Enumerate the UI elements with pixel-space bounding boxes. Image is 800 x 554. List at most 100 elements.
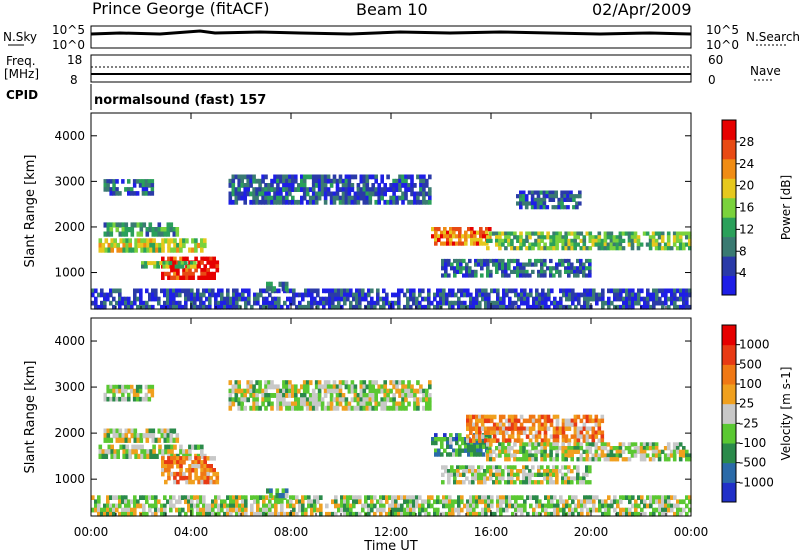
data-cell-power-3 [212,260,216,265]
data-cell-velocity-4 [388,511,392,517]
data-cell-velocity-6 [485,444,489,449]
data-cell-velocity-8 [516,457,520,462]
data-cell-power-6 [246,178,250,184]
data-cell-velocity-4 [205,507,209,513]
data-cell-power-8 [618,231,623,236]
data-cell-velocity-3 [176,464,180,469]
data-cell-velocity-3 [161,456,165,461]
data-cell-power-8 [528,242,532,247]
data-cell-power-10 [557,201,561,206]
data-cell-power-0 [188,247,192,253]
data-cell-velocity-5 [401,401,405,407]
data-cell-velocity-2 [130,388,134,394]
data-cell-velocity-8 [507,446,511,451]
data-cell-power-6 [285,195,289,201]
data-cell-velocity-7 [528,418,533,424]
nsky-label: N.Sky [3,30,38,44]
data-cell-power-1 [169,222,174,228]
data-cell-velocity-4 [373,503,377,509]
data-cell-velocity-9 [561,480,565,485]
data-cell-velocity-4 [436,507,440,513]
data-cell-velocity-9 [516,476,520,481]
data-cell-velocity-4 [442,499,446,505]
data-cell-velocity-9 [510,469,514,474]
data-cell-power-9 [540,258,544,264]
data-cell-power-5 [244,304,248,310]
data-cell-velocity-2 [121,392,125,398]
data-cell-velocity-4 [514,507,518,513]
data-cell-power-9 [519,262,523,267]
data-cell-velocity-0 [179,444,183,450]
data-cell-power-5 [631,304,635,310]
data-cell-velocity-7 [573,414,578,420]
data-cell-velocity-3 [179,468,183,473]
data-cell-velocity-4 [301,511,305,517]
data-cell-power-5 [670,296,674,302]
data-cell-velocity-9 [477,469,481,474]
x-tick-label: 20:00 [574,525,609,539]
data-cell-velocity-6 [479,448,483,453]
data-cell-power-8 [516,235,520,240]
data-cell-power-9 [459,269,463,274]
data-cell-velocity-0 [128,449,132,455]
data-cell-velocity-4 [649,511,653,517]
data-cell-power-9 [582,273,586,278]
data-cell-velocity-5 [264,405,268,411]
data-cell-power-8 [519,231,523,236]
data-cell-power-5 [220,300,224,306]
data-cell-velocity-9 [480,465,484,470]
data-cell-velocity-4 [145,495,149,500]
data-cell-power-5 [244,288,248,294]
data-cell-power-5 [571,292,575,298]
data-cell-velocity-7 [475,418,479,424]
data-cell-power-6 [308,174,313,180]
data-cell-power-6 [243,191,247,197]
data-cell-velocity-4 [454,507,458,513]
data-cell-velocity-5 [365,405,370,411]
data-cell-power-0 [167,242,171,249]
data-cell-power-5 [622,304,626,310]
data-cell-power-8 [510,231,514,236]
data-cell-power-6 [302,195,307,201]
data-cell-power-10 [566,190,570,195]
data-cell-power-8 [498,235,502,240]
data-cell-power-9 [453,258,457,264]
data-cell-velocity-4 [229,511,233,517]
data-cell-power-7 [479,241,483,246]
data-cell-velocity-5 [401,393,405,398]
data-cell-velocity-9 [456,465,460,470]
data-cell-velocity-5 [291,393,295,398]
data-cell-velocity-3 [188,468,192,473]
data-cell-velocity-9 [489,476,493,481]
data-cell-velocity-5 [270,401,274,407]
data-cell-power-6 [314,178,319,184]
data-cell-power-6 [386,174,390,180]
data-cell-power-6 [335,191,340,197]
data-cell-power-6 [335,183,340,188]
data-cell-power-5 [433,292,437,298]
data-cell-velocity-9 [543,476,547,481]
data-cell-velocity-9 [489,472,493,477]
data-cell-power-5 [592,296,596,302]
data-cell-velocity-5 [252,384,256,390]
data-cell-velocity-5 [237,380,241,386]
data-cell-velocity-9 [483,480,487,485]
data-cell-power-3 [212,264,216,269]
data-cell-power-6 [344,183,349,188]
data-cell-power-1 [145,231,150,237]
data-cell-power-6 [264,187,268,192]
data-cell-velocity-4 [379,495,383,500]
data-cell-power-0 [173,247,177,253]
data-cell-power-5 [652,304,656,310]
data-cell-velocity-7 [543,426,548,431]
data-cell-velocity-7 [528,426,533,431]
data-cell-power-0 [107,242,112,249]
data-cell-velocity-4 [589,499,593,505]
data-cell-power-1 [154,231,159,237]
data-cell-velocity-6 [476,437,480,442]
data-cell-power-0 [191,238,195,244]
data-cell-velocity-9 [441,480,445,485]
data-cell-velocity-4 [670,495,674,500]
data-cell-power-5 [127,304,131,310]
data-cell-power-8 [549,246,553,251]
